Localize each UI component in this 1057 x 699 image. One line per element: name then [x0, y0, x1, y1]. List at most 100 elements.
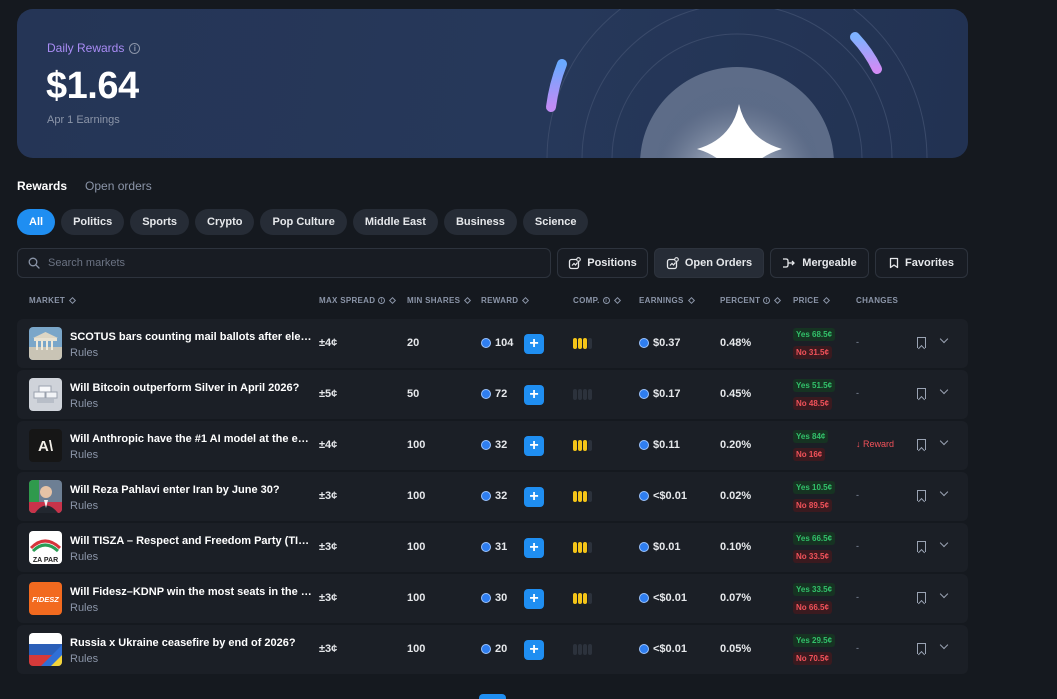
yes-price-badge[interactable]: Yes 29.5¢ — [793, 634, 836, 647]
no-price-badge[interactable]: No 33.5¢ — [793, 550, 832, 563]
rules-link[interactable]: Rules — [70, 347, 99, 359]
earnings-value: $0.37 — [639, 337, 681, 349]
column-price-label: PRICE — [793, 296, 819, 305]
category-chip-science[interactable]: Science — [522, 209, 589, 235]
bookmark-icon[interactable] — [917, 490, 926, 501]
column-changes: CHANGES — [856, 296, 898, 305]
column-market[interactable]: MARKET — [29, 296, 77, 305]
info-icon[interactable]: i — [129, 42, 141, 54]
positions-button[interactable]: Positions — [557, 248, 648, 278]
reward-amount: 32 — [495, 490, 508, 502]
market-thumbnail — [29, 480, 62, 513]
bookmark-icon[interactable] — [917, 439, 926, 450]
category-chip-all[interactable]: All — [17, 209, 56, 235]
column-min-shares[interactable]: MIN SHARES — [407, 296, 472, 305]
column-market-label: MARKET — [29, 296, 66, 305]
category-chip-crypto[interactable]: Crypto — [195, 209, 255, 235]
market-title[interactable]: Will Bitcoin outperform Silver in April … — [70, 382, 300, 394]
column-comp[interactable]: COMP. i — [573, 296, 621, 305]
yes-price-badge[interactable]: Yes 66.5¢ — [793, 532, 836, 545]
percent-value: 0.10% — [720, 541, 752, 553]
column-reward[interactable]: REWARD — [481, 296, 530, 305]
category-chip-politics[interactable]: Politics — [61, 209, 125, 235]
chevron-down-icon[interactable] — [939, 640, 949, 650]
market-title[interactable]: Russia x Ukraine ceasefire by end of 202… — [70, 637, 296, 649]
bookmark-icon[interactable] — [917, 541, 926, 552]
add-order-button[interactable]: + — [524, 436, 544, 456]
add-order-button[interactable]: + — [524, 538, 544, 558]
tab-open-orders[interactable]: Open orders — [85, 179, 152, 193]
category-filter: All Politics Sports Crypto Pop Culture M… — [17, 209, 589, 235]
usdc-coin-icon — [481, 542, 491, 553]
column-earnings[interactable]: EARNINGS — [639, 296, 695, 305]
category-chip-pop-culture[interactable]: Pop Culture — [260, 209, 347, 235]
bookmark-icon[interactable] — [917, 643, 926, 654]
favorites-button[interactable]: Favorites — [875, 248, 968, 278]
chevron-down-icon[interactable] — [939, 589, 949, 599]
add-order-button[interactable]: + — [524, 334, 544, 354]
merge-icon — [783, 258, 796, 268]
svg-text:ZA PAR: ZA PAR — [33, 557, 58, 564]
search-input[interactable] — [48, 257, 528, 269]
chevron-down-icon[interactable] — [939, 538, 949, 548]
rules-link[interactable]: Rules — [70, 449, 99, 461]
yes-price-badge[interactable]: Yes 84¢ — [793, 430, 829, 443]
no-price-badge[interactable]: No 31.5¢ — [793, 346, 832, 359]
yes-price-badge[interactable]: Yes 33.5¢ — [793, 583, 836, 596]
column-changes-label: CHANGES — [856, 296, 899, 305]
rules-link[interactable]: Rules — [70, 653, 99, 665]
category-chip-sports[interactable]: Sports — [130, 209, 190, 235]
add-order-button[interactable]: + — [524, 487, 544, 507]
column-price[interactable]: PRICE — [793, 296, 830, 305]
category-chip-middle-east[interactable]: Middle East — [352, 209, 438, 235]
usdc-coin-icon — [639, 338, 649, 349]
bookmark-icon[interactable] — [917, 592, 926, 603]
table-row[interactable]: A\ Will Anthropic have the #1 AI model at… — [17, 421, 968, 470]
chevron-down-icon[interactable] — [939, 436, 949, 446]
rules-link[interactable]: Rules — [70, 398, 99, 410]
no-price-badge[interactable]: No 70.5¢ — [793, 652, 832, 665]
add-order-button[interactable]: + — [524, 589, 544, 609]
hero-decoration-graphic — [546, 9, 928, 158]
rules-link[interactable]: Rules — [70, 500, 99, 512]
add-order-button[interactable]: + — [524, 640, 544, 660]
no-price-badge[interactable]: No 16¢ — [793, 448, 826, 461]
pagination-current-page[interactable] — [479, 694, 506, 699]
market-title[interactable]: Will Anthropic have the #1 AI model at t… — [70, 433, 315, 445]
add-order-button[interactable]: + — [524, 385, 544, 405]
open-orders-icon — [666, 256, 679, 269]
bookmark-icon[interactable] — [917, 337, 926, 348]
no-price-badge[interactable]: No 48.5¢ — [793, 397, 832, 410]
table-row[interactable]: SCOTUS bars counting mail ballots after … — [17, 319, 968, 368]
category-chip-business[interactable]: Business — [443, 209, 517, 235]
market-title[interactable]: Will Fidesz–KDNP win the most seats in t… — [70, 586, 315, 598]
rules-link[interactable]: Rules — [70, 602, 99, 614]
chevron-down-icon[interactable] — [939, 385, 949, 395]
table-row[interactable]: Russia x Ukraine ceasefire by end of 202… — [17, 625, 968, 674]
no-price-badge[interactable]: No 66.5¢ — [793, 601, 832, 614]
competition-meter — [573, 644, 592, 655]
market-title[interactable]: Will TISZA – Respect and Freedom Party (… — [70, 535, 315, 547]
market-title[interactable]: SCOTUS bars counting mail ballots after … — [70, 331, 315, 343]
column-percent[interactable]: PERCENT i — [720, 296, 782, 305]
table-row[interactable]: Will Bitcoin outperform Silver in April … — [17, 370, 968, 419]
market-title[interactable]: Will Reza Pahlavi enter Iran by June 30? — [70, 484, 280, 496]
yes-price-badge[interactable]: Yes 51.5¢ — [793, 379, 836, 392]
yes-price-badge[interactable]: Yes 10.5¢ — [793, 481, 836, 494]
table-row[interactable]: FIDESZ Will Fidesz–KDNP win the most seat… — [17, 574, 968, 623]
bookmark-icon[interactable] — [917, 388, 926, 399]
tab-rewards[interactable]: Rewards — [17, 179, 68, 193]
table-row[interactable]: ZA PAR Will TISZA – Respect and Freedom P… — [17, 523, 968, 572]
mergeable-button[interactable]: Mergeable — [770, 248, 869, 278]
rules-link[interactable]: Rules — [70, 551, 99, 563]
table-header: MARKET MAX SPREAD i MIN SHARES REWARD COM… — [17, 294, 968, 308]
yes-price-badge[interactable]: Yes 68.5¢ — [793, 328, 836, 341]
table-row[interactable]: Will Reza Pahlavi enter Iran by June 30?… — [17, 472, 968, 521]
open-orders-button[interactable]: Open Orders — [654, 248, 764, 278]
chevron-down-icon[interactable] — [939, 487, 949, 497]
column-max-spread[interactable]: MAX SPREAD i — [319, 296, 397, 305]
usdc-coin-icon — [481, 491, 491, 502]
no-price-badge[interactable]: No 89.5¢ — [793, 499, 832, 512]
chevron-down-icon[interactable] — [939, 334, 949, 344]
